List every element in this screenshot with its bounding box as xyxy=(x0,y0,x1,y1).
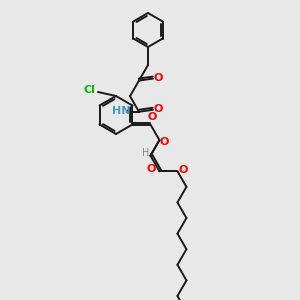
Text: Cl: Cl xyxy=(83,85,95,95)
Text: O: O xyxy=(148,112,157,122)
Text: O: O xyxy=(160,137,169,147)
Text: H: H xyxy=(142,148,149,158)
Text: O: O xyxy=(179,165,188,175)
Text: HN: HN xyxy=(112,106,130,116)
Text: O: O xyxy=(153,104,163,114)
Text: O: O xyxy=(153,73,163,82)
Text: O: O xyxy=(147,164,156,174)
